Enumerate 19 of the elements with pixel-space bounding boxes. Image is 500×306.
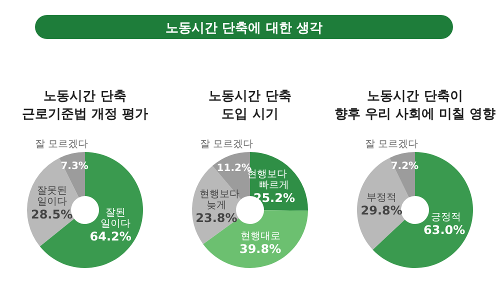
slice-label: 부정적 <box>366 192 397 204</box>
slice-label: 잘 모르겠다 <box>200 139 254 150</box>
slice-label: 잘못된 일이다 <box>36 186 67 208</box>
slice-label: 잘된 일이다 <box>100 208 131 230</box>
data-label: 39.8% <box>239 242 282 256</box>
chart-title: 노동시간 단축 도입 시기 <box>208 89 292 122</box>
slice-label: 잘 모르겠다 <box>35 139 88 150</box>
slice-label: 현행대로 <box>240 230 280 242</box>
data-label: 64.2% <box>90 230 132 244</box>
data-label: 23.8% <box>196 210 238 225</box>
slice-label: 잘 모르겠다 <box>365 139 418 150</box>
chart-title: 노동시간 단축 근로기준법 개정 평가 <box>22 89 148 122</box>
slice-label: 현행보다 늦게 <box>199 188 240 211</box>
chart-title: 노동시간 단축이 향후 우리 사회에 미칠 영향 <box>334 89 496 122</box>
data-label: 63.0% <box>424 223 466 238</box>
slice-label: 현행보다 빠르게 <box>247 169 290 192</box>
slice-label: 긍정적 <box>431 212 462 224</box>
text: 노동시간 단축에 대한 생각 <box>166 21 322 36</box>
data-label: 28.5% <box>30 208 73 222</box>
